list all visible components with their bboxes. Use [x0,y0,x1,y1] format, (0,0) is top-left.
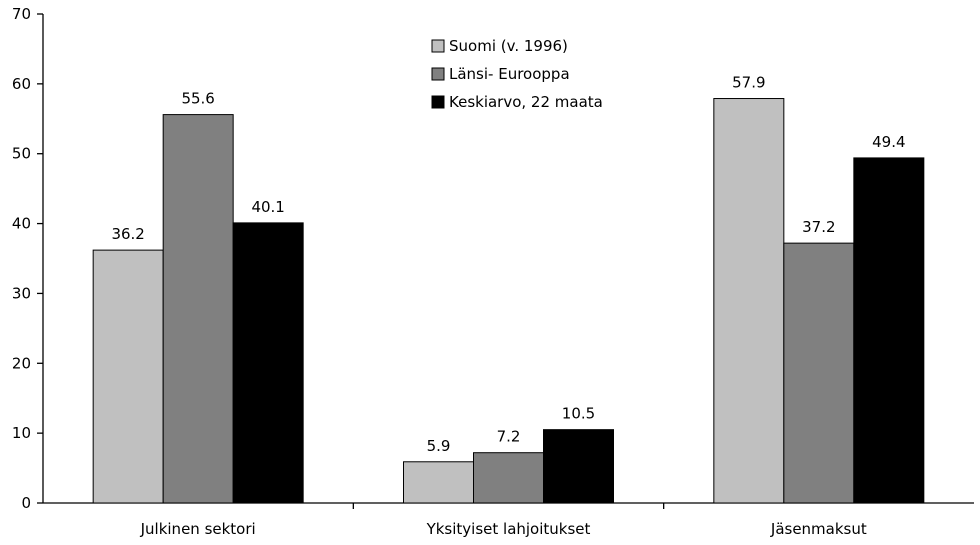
bar [473,452,544,504]
data-labels: 36.2 55.6 40.1 5.9 7.2 10.5 57.9 37.2 49.4 [111,74,905,455]
legend-label: Keskiarvo, 22 maata [449,93,603,111]
y-tick-label: 60 [12,75,31,93]
legend-label: Länsi- Eurooppa [449,65,570,83]
bar [232,222,304,504]
y-tick-label: 70 [12,5,31,23]
bar-value-label: 36.2 [111,225,144,243]
bar-value-label: 40.1 [251,198,284,216]
x-category-label: Yksityiset lahjoitukset [426,520,591,538]
x-axis: Julkinen sektori Yksityiset lahjoitukset J… [43,502,974,538]
y-tick-label: 0 [21,494,31,512]
legend: Suomi (v. 1996) Länsi- Eurooppa Keskiarvo,… [431,37,603,111]
bar [403,461,474,504]
bar-value-label: 10.5 [562,405,595,423]
bar [162,114,234,504]
y-tick-label: 20 [12,354,31,372]
y-axis: 0 10 20 30 40 50 60 70 [12,5,44,512]
bar-value-label: 37.2 [802,218,835,236]
bar-value-label: 55.6 [181,90,214,108]
y-tick-label: 10 [12,424,31,442]
x-category-label: Jäsenmaksut [770,520,867,538]
bar [713,98,785,504]
legend-swatch [431,67,445,81]
y-tick-label: 40 [12,215,31,233]
legend-swatch [431,39,445,53]
bar [783,242,855,504]
bars [92,98,925,504]
bar-value-label: 49.4 [872,133,905,151]
bar [92,249,164,504]
y-tick-label: 50 [12,145,31,163]
legend-swatch [431,95,445,109]
bar-value-label: 57.9 [732,74,765,92]
bar-value-label: 7.2 [497,428,521,446]
bar-value-label: 5.9 [427,437,451,455]
legend-label: Suomi (v. 1996) [449,37,568,55]
x-category-label: Julkinen sektori [140,520,256,538]
bar [543,429,614,504]
y-tick-label: 30 [12,284,31,302]
bar [853,157,925,504]
